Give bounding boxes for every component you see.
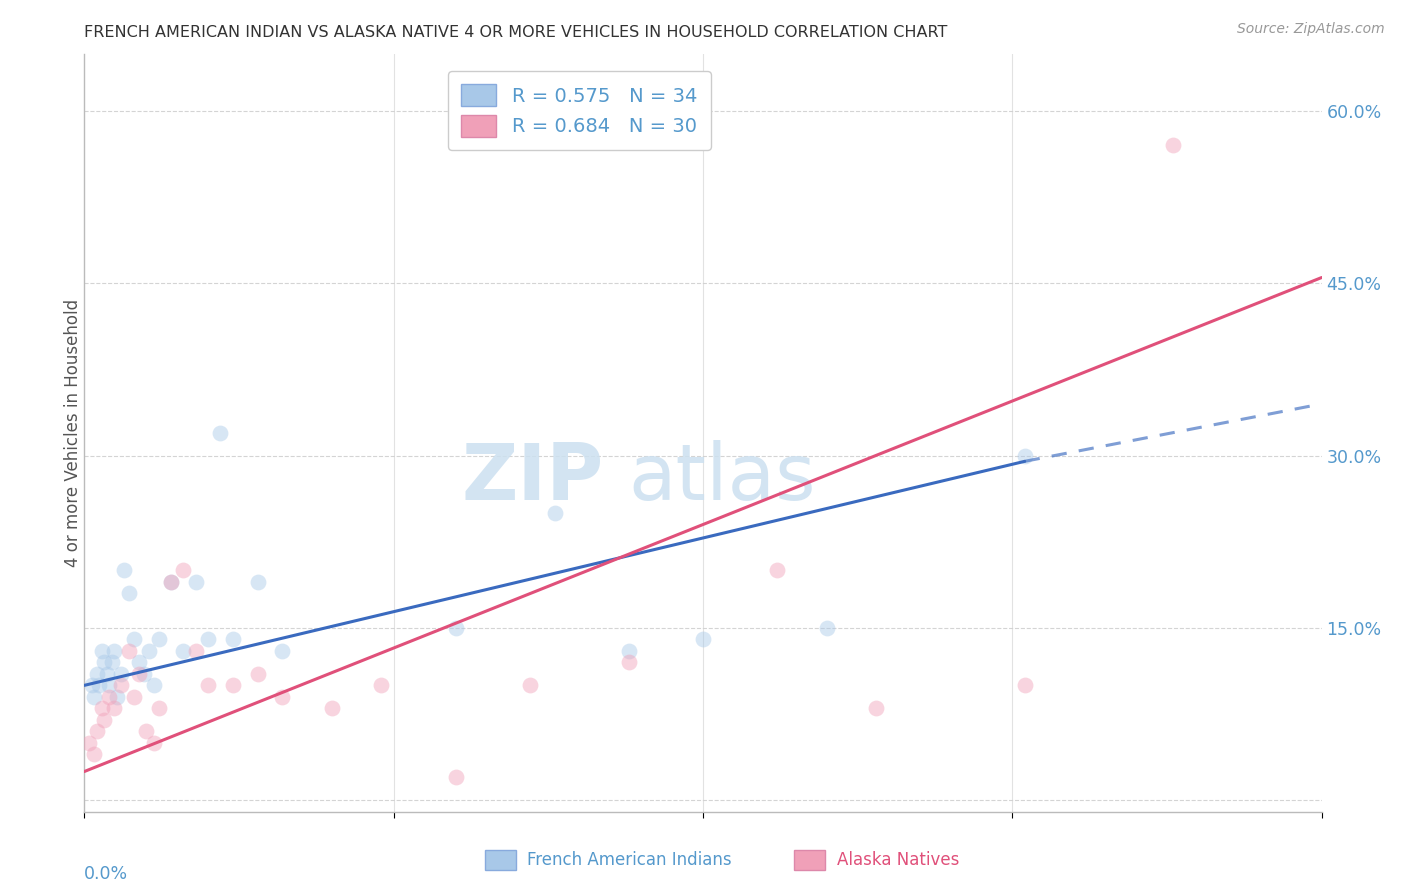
Text: 0.0%: 0.0% xyxy=(84,865,128,883)
Text: ZIP: ZIP xyxy=(461,440,605,516)
Point xyxy=(89,678,111,692)
Text: Alaska Natives: Alaska Natives xyxy=(837,851,959,869)
Point xyxy=(444,770,467,784)
Point xyxy=(103,644,125,658)
Point xyxy=(118,586,141,600)
Point xyxy=(96,666,118,681)
Point xyxy=(370,678,392,692)
Text: atlas: atlas xyxy=(628,440,817,516)
Point xyxy=(271,644,294,658)
Point xyxy=(86,724,108,739)
Point xyxy=(86,666,108,681)
Point xyxy=(148,632,170,647)
Point xyxy=(1014,449,1036,463)
Point xyxy=(444,621,467,635)
Point xyxy=(172,564,194,578)
Point xyxy=(122,690,145,704)
Point xyxy=(692,632,714,647)
Point xyxy=(222,632,245,647)
Point xyxy=(184,644,207,658)
Point xyxy=(148,701,170,715)
Point xyxy=(118,644,141,658)
Point xyxy=(112,564,135,578)
Point xyxy=(79,736,101,750)
Y-axis label: 4 or more Vehicles in Household: 4 or more Vehicles in Household xyxy=(65,299,82,566)
Point xyxy=(128,666,150,681)
Point xyxy=(110,666,132,681)
Point xyxy=(142,736,165,750)
Point xyxy=(543,506,565,520)
Text: French American Indians: French American Indians xyxy=(527,851,733,869)
Point xyxy=(209,425,232,440)
Point xyxy=(160,574,183,589)
Point xyxy=(321,701,343,715)
Point xyxy=(83,690,105,704)
Text: Source: ZipAtlas.com: Source: ZipAtlas.com xyxy=(1237,22,1385,37)
Point xyxy=(246,666,269,681)
Point xyxy=(197,632,219,647)
Point xyxy=(132,666,155,681)
Point xyxy=(93,656,115,670)
Point xyxy=(1014,678,1036,692)
Point xyxy=(83,747,105,762)
Point xyxy=(172,644,194,658)
Point xyxy=(98,690,121,704)
Point xyxy=(766,564,789,578)
Point xyxy=(222,678,245,692)
Point xyxy=(105,690,128,704)
Point xyxy=(138,644,160,658)
Point xyxy=(519,678,541,692)
Legend: R = 0.575   N = 34, R = 0.684   N = 30: R = 0.575 N = 34, R = 0.684 N = 30 xyxy=(447,70,711,150)
Point xyxy=(184,574,207,589)
Point xyxy=(197,678,219,692)
Point xyxy=(110,678,132,692)
Point xyxy=(815,621,838,635)
Point xyxy=(100,656,122,670)
Point xyxy=(80,678,103,692)
Point xyxy=(142,678,165,692)
Point xyxy=(128,656,150,670)
Point xyxy=(135,724,157,739)
Text: FRENCH AMERICAN INDIAN VS ALASKA NATIVE 4 OR MORE VEHICLES IN HOUSEHOLD CORRELAT: FRENCH AMERICAN INDIAN VS ALASKA NATIVE … xyxy=(84,25,948,40)
Point xyxy=(103,701,125,715)
Point xyxy=(90,644,112,658)
Point xyxy=(246,574,269,589)
Point xyxy=(1161,138,1184,153)
Point xyxy=(122,632,145,647)
Point xyxy=(617,644,640,658)
Point xyxy=(617,656,640,670)
Point xyxy=(90,701,112,715)
Point xyxy=(271,690,294,704)
Point xyxy=(93,713,115,727)
Point xyxy=(160,574,183,589)
Point xyxy=(98,678,121,692)
Point xyxy=(865,701,887,715)
